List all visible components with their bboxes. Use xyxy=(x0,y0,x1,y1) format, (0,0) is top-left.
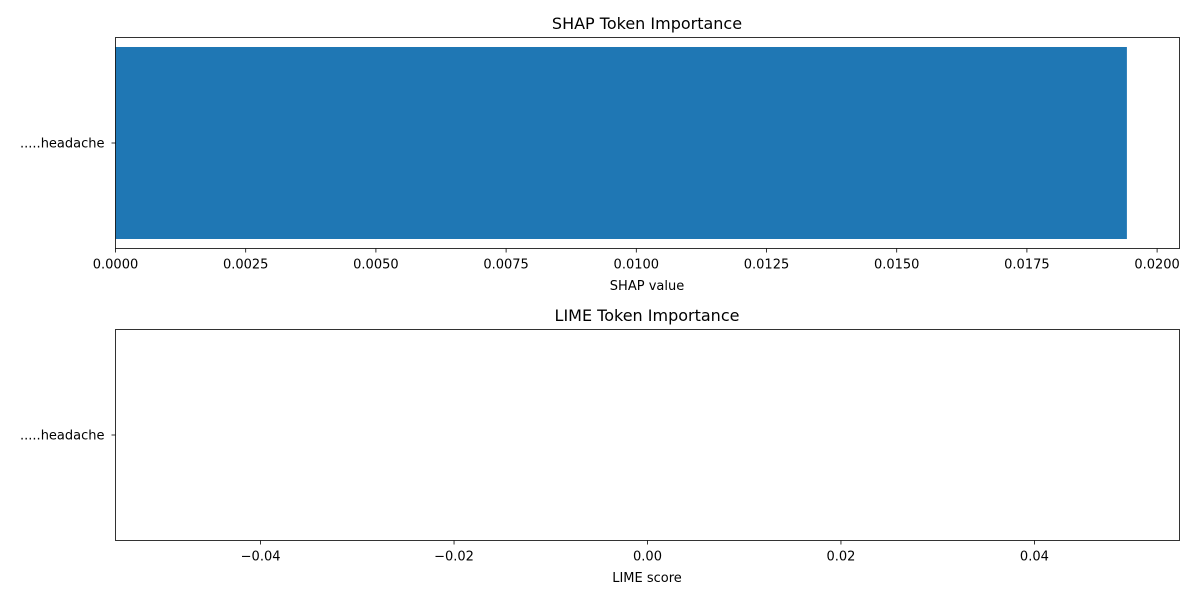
shap-x-tick-label-4: 0.0100 xyxy=(614,258,660,273)
shap-y-tick-label-0: .....headache xyxy=(20,137,104,152)
shap-bar-0 xyxy=(115,46,1127,240)
shap-x-tick-label-7: 0.0175 xyxy=(1004,258,1050,273)
shap-x-tick-label-5: 0.0125 xyxy=(744,258,790,273)
lime-plot-frame xyxy=(115,329,1180,541)
shap-y-ticks: .....headache xyxy=(20,137,116,152)
lime-x-tick-label-4: 0.04 xyxy=(1020,550,1049,565)
shap-x-tick-label-0: 0.0000 xyxy=(93,258,139,273)
lime-panel: LIME Token Importance −0.04 −0.02 0.00 0.02… xyxy=(20,306,1180,586)
lime-x-tick-label-2: 0.00 xyxy=(633,550,662,565)
lime-x-ticks: −0.04 −0.02 0.00 0.02 0.04 xyxy=(241,540,1049,565)
shap-x-ticks: 0.0000 0.0025 0.0050 0.0075 0.0100 0.0125 0.01… xyxy=(93,248,1180,273)
shap-x-tick-label-6: 0.0150 xyxy=(874,258,920,273)
lime-chart-title: LIME Token Importance xyxy=(555,306,740,325)
lime-x-tick-label-0: −0.04 xyxy=(241,550,281,565)
shap-x-tick-label-2: 0.0050 xyxy=(353,258,399,273)
shap-x-tick-label-1: 0.0025 xyxy=(223,258,269,273)
shap-x-tick-label-3: 0.0075 xyxy=(483,258,529,273)
lime-y-tick-label-0: .....headache xyxy=(20,429,104,444)
lime-x-axis-label: LIME score xyxy=(612,571,682,586)
lime-x-tick-label-1: −0.02 xyxy=(434,550,474,565)
shap-x-tick-label-8: 0.0200 xyxy=(1134,258,1180,273)
shap-chart-title: SHAP Token Importance xyxy=(552,14,742,33)
lime-y-ticks: .....headache xyxy=(20,429,116,444)
shap-panel: SHAP Token Importance 0.0000 0.0025 0.0050… xyxy=(20,14,1180,294)
shap-bars xyxy=(115,46,1127,240)
lime-x-tick-label-3: 0.02 xyxy=(826,550,855,565)
shap-x-axis-label: SHAP value xyxy=(610,279,684,294)
